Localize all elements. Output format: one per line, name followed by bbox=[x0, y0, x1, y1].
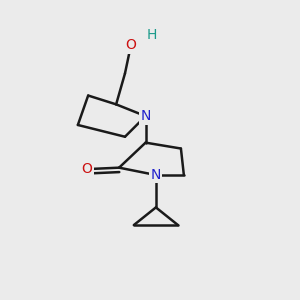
Text: O: O bbox=[125, 38, 136, 52]
Text: N: N bbox=[151, 168, 161, 182]
Text: H: H bbox=[146, 28, 157, 42]
Text: N: N bbox=[140, 109, 151, 123]
Text: O: O bbox=[81, 162, 92, 176]
